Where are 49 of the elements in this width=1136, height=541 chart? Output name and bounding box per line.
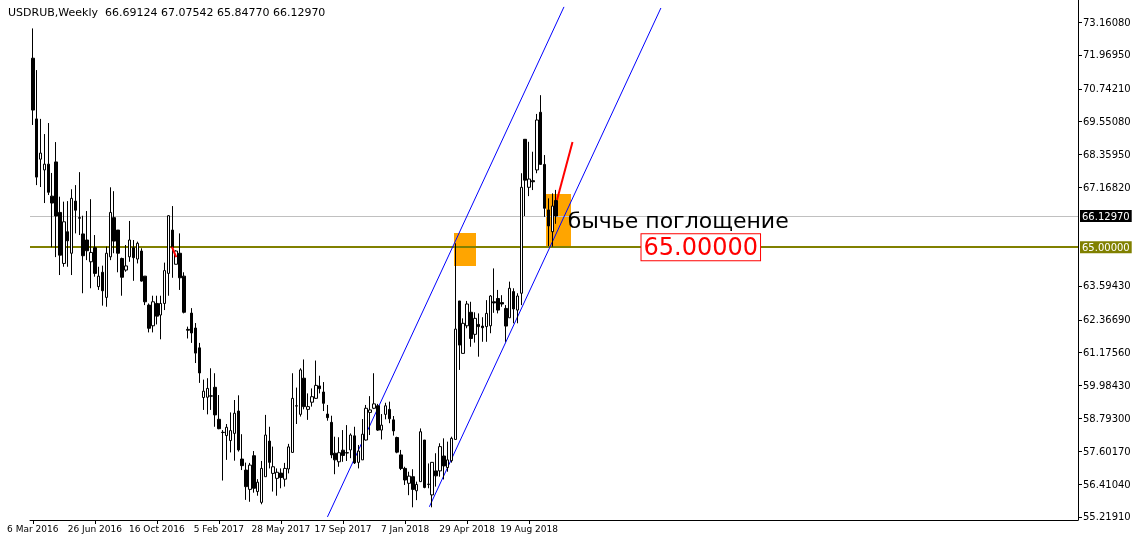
- x-tick-label: 7 Jan 2018: [380, 523, 430, 534]
- ref-line-label: 65.00000: [1082, 241, 1130, 253]
- y-tick-label: 61.17560: [1083, 347, 1131, 359]
- candlestick: [411, 468, 415, 508]
- candlestick: [326, 404, 329, 422]
- x-tick-label: 16 Oct 2016: [129, 523, 185, 534]
- candlestick: [345, 424, 349, 462]
- y-tick-label: 57.60170: [1083, 445, 1131, 457]
- x-tick-label: 17 Sep 2017: [314, 523, 372, 534]
- candlestick: [213, 372, 217, 428]
- x-tick-label: 26 Jun 2016: [67, 523, 123, 534]
- x-tick-label: 28 May 2017: [251, 523, 311, 534]
- candlestick: [341, 429, 345, 463]
- y-tick-label: 70.74210: [1083, 83, 1131, 95]
- candlestick: [322, 381, 325, 412]
- x-tick-label: 6 Mar 2016: [7, 523, 59, 534]
- y-tick-label: 67.16820: [1083, 181, 1131, 193]
- candlestick: [151, 295, 155, 333]
- y-tick-label: 69.55080: [1083, 116, 1131, 128]
- y-tick-label: 68.35950: [1083, 149, 1131, 160]
- candlestick: [392, 415, 395, 437]
- candlestick: [469, 301, 473, 348]
- candlestick: [202, 379, 205, 411]
- y-tick-label: 55.21910: [1083, 511, 1131, 523]
- candlestick: [442, 437, 446, 480]
- candlestick: [551, 192, 554, 248]
- candlestick: [384, 402, 387, 420]
- candlestick: [353, 426, 356, 465]
- y-tick-label: 59.98430: [1083, 380, 1131, 392]
- y-tick-label: 71.96950: [1083, 49, 1131, 61]
- candlestick: [547, 197, 550, 247]
- y-tick-label: 62.36690: [1083, 314, 1131, 326]
- x-tick-label: 19 Aug 2018: [500, 523, 559, 534]
- annotation: 65.00000: [643, 233, 759, 262]
- candlestick: [485, 299, 488, 343]
- candlestick: [477, 312, 480, 358]
- candlestick: [70, 188, 73, 276]
- candlestick: [89, 198, 93, 289]
- candlestick: [388, 401, 391, 424]
- candlestick: [516, 292, 519, 324]
- y-tick-label: 63.59430: [1083, 280, 1131, 292]
- y-tick-label: 56.41040: [1083, 478, 1131, 490]
- y-tick-label: 73.16080: [1083, 16, 1131, 28]
- ref-line-label: 66.12970: [1082, 210, 1130, 222]
- x-tick-label: 29 Apr 2018: [439, 523, 496, 534]
- text: USDRUB,Weekly 66.69124 67.07542 65.84770 66.12970: [8, 6, 326, 19]
- y-tick-label: 58.79300: [1083, 412, 1131, 424]
- candlestick: [233, 399, 236, 462]
- x-tick-label: 5 Feb 2017: [193, 523, 245, 534]
